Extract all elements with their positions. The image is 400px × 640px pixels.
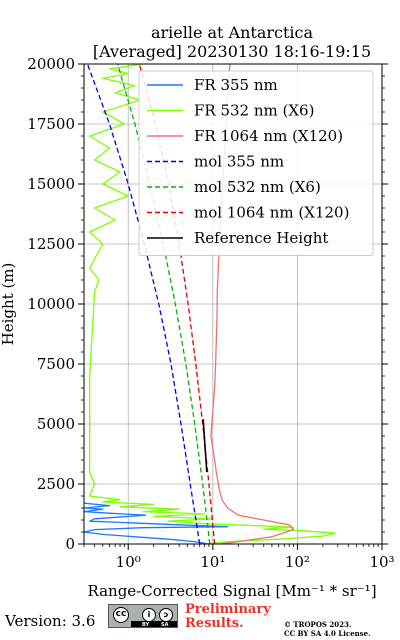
y-tick-label: 7500 <box>37 355 75 373</box>
y-tick-label: 20000 <box>27 55 75 73</box>
x-tick-label: 10¹ <box>200 553 225 571</box>
y-tick-label: 17500 <box>27 115 75 133</box>
copyright-notice: © TROPOS 2023. CC BY SA 4.0 License. <box>284 620 371 638</box>
axis-ticks <box>78 63 388 550</box>
legend-label: Reference Height <box>194 229 328 247</box>
y-tick-label: 5000 <box>37 415 75 433</box>
legend: FR 355 nm FR 532 nm (X6) FR 1064 nm (X120)… <box>138 70 374 256</box>
y-tick-label: 10000 <box>27 295 75 313</box>
license-strip: BY SA <box>131 621 177 628</box>
legend-label: FR 532 nm (X6) <box>194 102 314 120</box>
legend-label: FR 355 nm <box>194 76 278 94</box>
x-tick-label: 10⁰ <box>116 553 141 571</box>
preliminary-notice: Preliminary Results. <box>185 603 271 631</box>
cc-icon: cc <box>113 607 129 623</box>
sa-icon: ↄ <box>159 608 173 622</box>
legend-label: mol 355 nm <box>194 153 284 171</box>
series-line-mol-355-nm <box>86 64 201 544</box>
by-strip-label: BY <box>142 622 150 628</box>
y-tick-labels: 0 2500 5000 7500 10000 12500 15000 17500 20000 <box>27 55 75 553</box>
legend-label: FR 1064 nm (X120) <box>194 127 343 145</box>
by-icon: i <box>142 608 156 622</box>
y-axis-label: Height (m) <box>0 263 17 346</box>
version-label: Version: 3.6 <box>5 612 96 630</box>
x-tick-label: 10² <box>285 553 310 571</box>
series-line-fr-532-nm-x6- <box>89 64 336 544</box>
preliminary-line-1: Preliminary <box>185 602 271 617</box>
lidar-profile-chart: arielle at Antarctica [Averaged] 2023013… <box>0 23 395 600</box>
y-tick-label: 12500 <box>27 235 75 253</box>
preliminary-line-2: Results. <box>185 616 244 631</box>
cc-license-badge[interactable]: cc i ↄ BY SA <box>108 604 178 628</box>
x-axis-label: Range-Corrected Signal [Mm⁻¹ * sr⁻¹] <box>87 582 376 600</box>
x-tick-labels: 10⁰ 10¹ 10² 10³ <box>116 553 395 571</box>
y-tick-label: 0 <box>65 535 75 553</box>
legend-label: mol 532 nm (X6) <box>194 178 321 196</box>
series-line-fr-355-nm <box>84 502 229 544</box>
copyright-line-1: © TROPOS 2023. <box>284 620 352 629</box>
legend-label: mol 1064 nm (X120) <box>194 204 349 222</box>
sa-strip-label: SA <box>161 622 169 628</box>
chart-title: arielle at Antarctica <box>151 23 314 42</box>
chart-subtitle: [Averaged] 20230130 18:16-19:15 <box>93 42 371 61</box>
copyright-line-2: CC BY SA 4.0 License. <box>284 629 371 638</box>
series-line-reference-height <box>202 419 208 473</box>
x-tick-label: 10³ <box>369 553 394 571</box>
y-tick-label: 15000 <box>27 175 75 193</box>
y-tick-label: 2500 <box>37 475 75 493</box>
legend-box <box>138 70 374 256</box>
series-line-mol-532-nm-x6- <box>117 64 211 544</box>
